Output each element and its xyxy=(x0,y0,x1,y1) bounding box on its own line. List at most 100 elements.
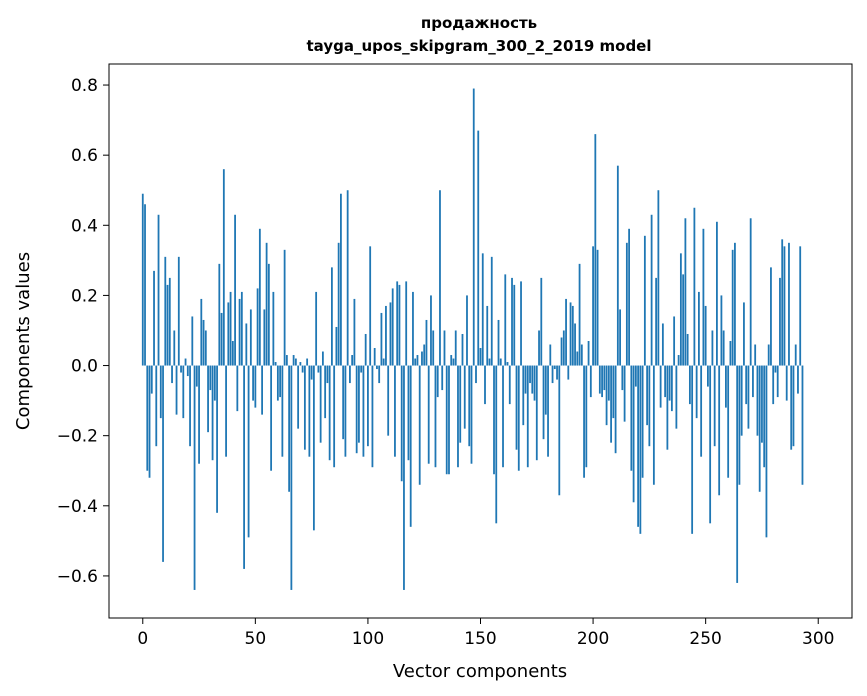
bar-258 xyxy=(722,330,725,366)
bar-59 xyxy=(274,362,277,366)
bar-18 xyxy=(182,365,185,419)
bar-263 xyxy=(734,242,736,366)
bars-group xyxy=(141,88,804,590)
x-tick-label: 250 xyxy=(689,629,721,649)
bar-219 xyxy=(634,365,637,387)
bar-103 xyxy=(373,348,376,366)
bar-17 xyxy=(180,365,182,373)
bar-70 xyxy=(299,362,302,366)
bar-67 xyxy=(292,355,295,366)
bar-184 xyxy=(556,365,558,380)
bar-280 xyxy=(772,365,775,405)
bar-251 xyxy=(707,365,709,387)
bar-32 xyxy=(213,365,216,401)
bar-66 xyxy=(290,365,293,590)
bar-62 xyxy=(281,365,284,457)
bar-180 xyxy=(547,365,549,457)
bar-141 xyxy=(459,365,462,443)
bar-191 xyxy=(571,305,574,366)
bar-279 xyxy=(770,267,772,366)
bar-195 xyxy=(580,344,583,366)
x-tick-label: 200 xyxy=(577,629,609,649)
bar-96 xyxy=(358,365,360,443)
x-axis-label: Vector components xyxy=(393,661,567,682)
bar-53 xyxy=(261,365,263,415)
bar-172 xyxy=(529,365,531,384)
bar-257 xyxy=(720,295,723,366)
bar-293 xyxy=(801,365,804,485)
bar-79 xyxy=(319,365,322,443)
bar-255 xyxy=(716,221,718,366)
bar-111 xyxy=(391,288,394,366)
bar-135 xyxy=(445,365,448,475)
bar-56 xyxy=(267,263,270,366)
bar-116 xyxy=(403,365,405,590)
bar-6 xyxy=(155,365,158,447)
bar-178 xyxy=(542,365,545,440)
bar-80 xyxy=(321,351,324,366)
bar-274 xyxy=(758,365,761,492)
bar-247 xyxy=(698,291,700,366)
bar-284 xyxy=(781,239,784,366)
bar-9 xyxy=(162,365,164,562)
bar-114 xyxy=(398,284,401,366)
bar-92 xyxy=(349,365,351,384)
bar-125 xyxy=(423,344,426,366)
bar-286 xyxy=(785,365,788,401)
bar-117 xyxy=(405,281,408,366)
bar-198 xyxy=(587,341,590,366)
bar-208 xyxy=(610,365,612,443)
bar-236 xyxy=(673,316,676,366)
bar-185 xyxy=(558,365,561,496)
bar-27 xyxy=(202,319,205,366)
bar-246 xyxy=(695,365,698,419)
bar-171 xyxy=(526,365,529,468)
bar-91 xyxy=(346,190,349,366)
bar-1 xyxy=(144,204,146,366)
bar-272 xyxy=(754,344,757,366)
bar-192 xyxy=(574,323,576,366)
bar-253 xyxy=(711,330,714,366)
bar-165 xyxy=(513,284,516,366)
bar-5 xyxy=(153,270,155,366)
bar-63 xyxy=(283,249,286,366)
bar-47 xyxy=(247,365,250,538)
bar-216 xyxy=(628,228,630,366)
bar-13 xyxy=(171,365,173,384)
bar-221 xyxy=(639,365,642,534)
bar-112 xyxy=(394,365,396,457)
bar-193 xyxy=(576,351,579,366)
bar-142 xyxy=(461,333,464,366)
bar-164 xyxy=(511,277,513,366)
y-tick-label: −0.6 xyxy=(57,567,98,587)
bar-181 xyxy=(549,344,552,366)
bar-154 xyxy=(488,358,491,366)
bar-118 xyxy=(407,365,410,461)
bar-109 xyxy=(387,365,390,436)
bar-20 xyxy=(186,365,189,377)
bar-145 xyxy=(468,365,471,447)
bar-160 xyxy=(502,365,504,468)
y-tick-label: 0.4 xyxy=(71,216,98,236)
bar-57 xyxy=(270,365,273,471)
bar-292 xyxy=(799,246,802,366)
bar-206 xyxy=(605,365,608,426)
bar-72 xyxy=(303,365,306,450)
x-tick-label: 100 xyxy=(352,629,384,649)
bar-213 xyxy=(621,365,624,391)
bar-100 xyxy=(367,365,369,447)
bar-230 xyxy=(659,365,662,408)
bar-231 xyxy=(661,323,664,366)
bar-144 xyxy=(466,295,468,366)
bar-75 xyxy=(310,365,313,380)
bar-15 xyxy=(175,365,178,415)
bar-108 xyxy=(385,305,387,366)
bar-190 xyxy=(569,302,572,366)
bar-33 xyxy=(216,365,218,513)
bar-250 xyxy=(704,305,707,366)
plot-frame xyxy=(108,63,853,619)
bar-64 xyxy=(285,355,288,366)
bar-217 xyxy=(630,365,633,471)
bar-126 xyxy=(425,319,428,366)
